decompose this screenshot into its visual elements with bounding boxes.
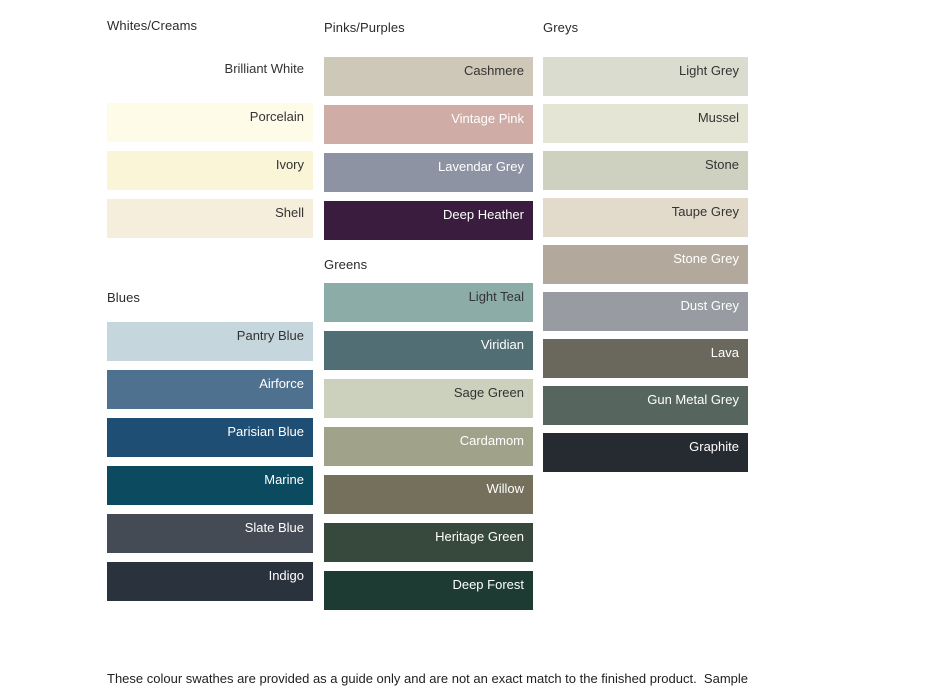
swatch-cashmere: Cashmere: [324, 57, 533, 96]
swatch-dust-grey: Dust Grey: [543, 292, 748, 331]
swatch-group-whites-creams: Brilliant White Porcelain Ivory Shell: [107, 55, 313, 247]
swatch-label: Sage Green: [453, 385, 524, 400]
swatch-sage-green: Sage Green: [324, 379, 533, 418]
swatch-viridian: Viridian: [324, 331, 533, 370]
swatch-label: Willow: [486, 481, 524, 496]
swatch-gun-metal-grey: Gun Metal Grey: [543, 386, 748, 425]
swatch-label: Heritage Green: [435, 529, 524, 544]
swatch-label: Lavendar Grey: [438, 159, 524, 174]
swatch-label: Mussel: [697, 110, 739, 125]
swatch-label: Shell: [275, 205, 304, 220]
swatch-label: Slate Blue: [244, 520, 304, 535]
swatch-cardamom: Cardamom: [324, 427, 533, 466]
swatch-label: Vintage Pink: [451, 111, 524, 126]
swatch-light-teal: Light Teal: [324, 283, 533, 322]
swatch-brilliant-white: Brilliant White: [107, 55, 313, 94]
swatch-slate-blue: Slate Blue: [107, 514, 313, 553]
disclaimer-text: These colour swathes are provided as a g…: [107, 639, 787, 700]
swatch-group-greens: Light Teal Viridian Sage Green Cardamom …: [324, 283, 533, 619]
swatch-label: Brilliant White: [224, 61, 304, 76]
swatch-heritage-green: Heritage Green: [324, 523, 533, 562]
swatch-label: Indigo: [268, 568, 304, 583]
swatch-label: Stone: [705, 157, 739, 172]
group-title-greens: Greens: [324, 257, 368, 272]
swatch-lava: Lava: [543, 339, 748, 378]
swatch-group-pinks-purples: Cashmere Vintage Pink Lavendar Grey Deep…: [324, 57, 533, 249]
swatch-airforce: Airforce: [107, 370, 313, 409]
swatch-willow: Willow: [324, 475, 533, 514]
swatch-light-grey: Light Grey: [543, 57, 748, 96]
swatch-label: Ivory: [275, 157, 304, 172]
swatch-label: Airforce: [259, 376, 304, 391]
swatch-porcelain: Porcelain: [107, 103, 313, 142]
swatch-indigo: Indigo: [107, 562, 313, 601]
swatch-label: Light Grey: [679, 63, 739, 78]
swatch-label: Deep Heather: [443, 207, 524, 222]
swatch-label: Taupe Grey: [671, 204, 739, 219]
group-title-pinks-purples: Pinks/Purples: [324, 20, 405, 35]
swatch-stone-grey: Stone Grey: [543, 245, 748, 284]
swatch-label: Porcelain: [249, 109, 304, 124]
swatch-pantry-blue: Pantry Blue: [107, 322, 313, 361]
swatch-ivory: Ivory: [107, 151, 313, 190]
swatch-label: Cardamom: [459, 433, 524, 448]
swatch-lavendar-grey: Lavendar Grey: [324, 153, 533, 192]
swatch-parisian-blue: Parisian Blue: [107, 418, 313, 457]
swatch-label: Marine: [264, 472, 304, 487]
swatch-label: Cashmere: [464, 63, 524, 78]
swatch-marine: Marine: [107, 466, 313, 505]
swatch-stone: Stone: [543, 151, 748, 190]
swatch-mussel: Mussel: [543, 104, 748, 143]
swatch-group-blues: Pantry Blue Airforce Parisian Blue Marin…: [107, 322, 313, 610]
swatch-label: Lava: [710, 345, 739, 360]
swatch-label: Stone Grey: [673, 251, 739, 266]
swatch-taupe-grey: Taupe Grey: [543, 198, 748, 237]
swatch-label: Light Teal: [468, 289, 524, 304]
group-title-blues: Blues: [107, 290, 141, 305]
swatch-shell: Shell: [107, 199, 313, 238]
swatch-label: Graphite: [689, 439, 739, 454]
swatch-group-greys: Light Grey Mussel Stone Taupe Grey Stone…: [543, 57, 748, 480]
swatch-label: Viridian: [480, 337, 524, 352]
swatch-label: Parisian Blue: [227, 424, 304, 439]
disclaimer-line-1: These colour swathes are provided as a g…: [107, 671, 748, 686]
swatch-vintage-pink: Vintage Pink: [324, 105, 533, 144]
swatch-label: Deep Forest: [452, 577, 524, 592]
group-title-greys: Greys: [543, 20, 579, 35]
group-title-whites-creams: Whites/Creams: [107, 18, 198, 33]
swatch-label: Dust Grey: [680, 298, 739, 313]
swatch-label: Gun Metal Grey: [647, 392, 739, 407]
swatch-deep-heather: Deep Heather: [324, 201, 533, 240]
swatch-graphite: Graphite: [543, 433, 748, 472]
swatch-label: Pantry Blue: [236, 328, 304, 343]
swatch-deep-forest: Deep Forest: [324, 571, 533, 610]
